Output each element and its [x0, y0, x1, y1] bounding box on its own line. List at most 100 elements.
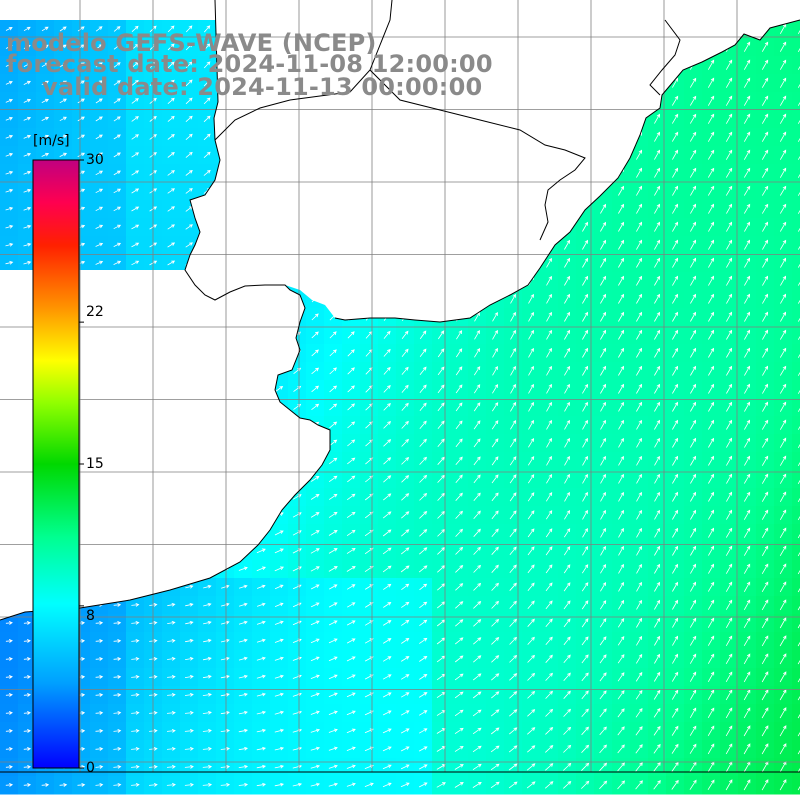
- wind-arrow: [274, 710, 285, 715]
- wind-arrow: [797, 137, 800, 142]
- wind-arrow: [454, 764, 464, 770]
- wind-arrow: [473, 384, 481, 394]
- wind-arrow: [113, 206, 122, 212]
- wind-arrow: [400, 692, 410, 698]
- colorbar-unit-label: [m/s]: [33, 133, 70, 149]
- wind-arrow: [779, 491, 787, 502]
- wind-arrow: [761, 473, 769, 484]
- wind-arrow: [654, 167, 660, 178]
- wind-arrow: [563, 618, 571, 628]
- wind-arrow: [708, 293, 715, 304]
- wind-arrow: [708, 563, 714, 574]
- wind-arrow: [131, 693, 140, 697]
- wind-arrow: [779, 239, 787, 250]
- wind-arrow: [382, 782, 392, 788]
- wind-arrow: [346, 620, 356, 626]
- wind-arrow: [599, 780, 608, 790]
- wind-arrow: [618, 203, 625, 214]
- wind-arrow: [599, 600, 607, 610]
- wind-arrow: [418, 728, 428, 734]
- wind-arrow: [744, 455, 750, 466]
- wind-arrow: [185, 133, 193, 141]
- wind-arrow: [328, 548, 338, 554]
- wind-arrow: [364, 782, 374, 787]
- wind-arrow: [582, 383, 589, 394]
- wind-arrow: [77, 80, 85, 86]
- wind-arrow: [636, 221, 642, 232]
- colorbar-ticks: [79, 159, 84, 769]
- wind-arrow: [672, 527, 679, 538]
- wind-arrow: [779, 347, 787, 358]
- wind-arrow: [455, 492, 463, 501]
- wind-arrow: [707, 167, 715, 178]
- wind-arrow: [455, 420, 463, 430]
- wind-arrow: [437, 420, 445, 430]
- wind-arrow: [310, 764, 321, 769]
- wind-arrow: [113, 188, 122, 194]
- wind-arrow: [491, 438, 499, 448]
- wind-arrow: [23, 675, 31, 679]
- wind-arrow: [563, 564, 571, 574]
- wind-speed-cell: [792, 308, 800, 327]
- wind-arrow: [167, 675, 176, 679]
- wind-arrow: [238, 746, 249, 751]
- wind-arrow: [797, 65, 800, 70]
- wind-arrow: [744, 221, 750, 232]
- wind-arrow: [113, 693, 122, 697]
- wind-arrow: [797, 695, 800, 701]
- wind-arrow: [347, 403, 356, 411]
- wind-arrow: [238, 638, 248, 643]
- wind-arrow: [95, 152, 104, 158]
- wind-arrow: [761, 113, 769, 124]
- wind-arrow: [617, 635, 625, 646]
- wind-arrow: [492, 329, 498, 340]
- wind-arrow: [672, 221, 678, 232]
- wind-arrow: [238, 656, 248, 661]
- wind-arrow: [256, 566, 266, 572]
- wind-arrow: [582, 527, 588, 538]
- wind-arrow: [600, 239, 607, 250]
- wind-arrow: [490, 781, 500, 789]
- wind-arrow: [690, 581, 696, 592]
- wind-arrow: [545, 564, 553, 574]
- wind-arrow: [401, 457, 410, 465]
- wind-arrow: [382, 674, 392, 680]
- wind-arrow: [564, 311, 571, 322]
- wind-arrow: [690, 347, 697, 358]
- wind-arrow: [617, 762, 625, 772]
- wind-arrow: [563, 600, 571, 610]
- wind-arrow: [797, 515, 800, 521]
- wind-arrow: [509, 546, 517, 556]
- wind-arrow: [382, 565, 392, 573]
- wind-arrow: [600, 365, 607, 376]
- wind-arrow: [743, 473, 751, 484]
- wind-arrow: [779, 635, 787, 647]
- wind-arrow: [5, 639, 13, 643]
- wind-arrow: [618, 185, 625, 196]
- wind-arrow: [618, 581, 624, 592]
- wind-arrow: [761, 689, 769, 701]
- wind-arrow: [761, 131, 769, 142]
- wind-arrow: [185, 242, 194, 248]
- wind-arrow: [437, 456, 445, 465]
- wind-arrow: [779, 725, 787, 737]
- wind-arrow: [509, 510, 517, 520]
- wind-arrow: [113, 621, 122, 625]
- wind-arrow: [545, 546, 553, 556]
- wind-arrow: [238, 782, 249, 787]
- wind-arrow: [563, 690, 571, 699]
- wind-arrow: [690, 473, 697, 484]
- wind-arrow: [654, 401, 661, 412]
- wind-arrow: [599, 690, 607, 700]
- wind-arrow: [708, 365, 715, 376]
- wind-arrow: [347, 439, 356, 447]
- wind-arrow: [382, 547, 392, 555]
- colorbar-tick-label: 0: [86, 760, 95, 776]
- wind-arrow: [690, 203, 696, 214]
- wind-arrow: [654, 491, 660, 502]
- wind-speed-cell: [792, 254, 800, 273]
- wind-arrow: [653, 743, 661, 754]
- wind-arrow: [726, 365, 733, 376]
- wind-arrow: [797, 677, 800, 683]
- wind-arrow: [419, 656, 428, 662]
